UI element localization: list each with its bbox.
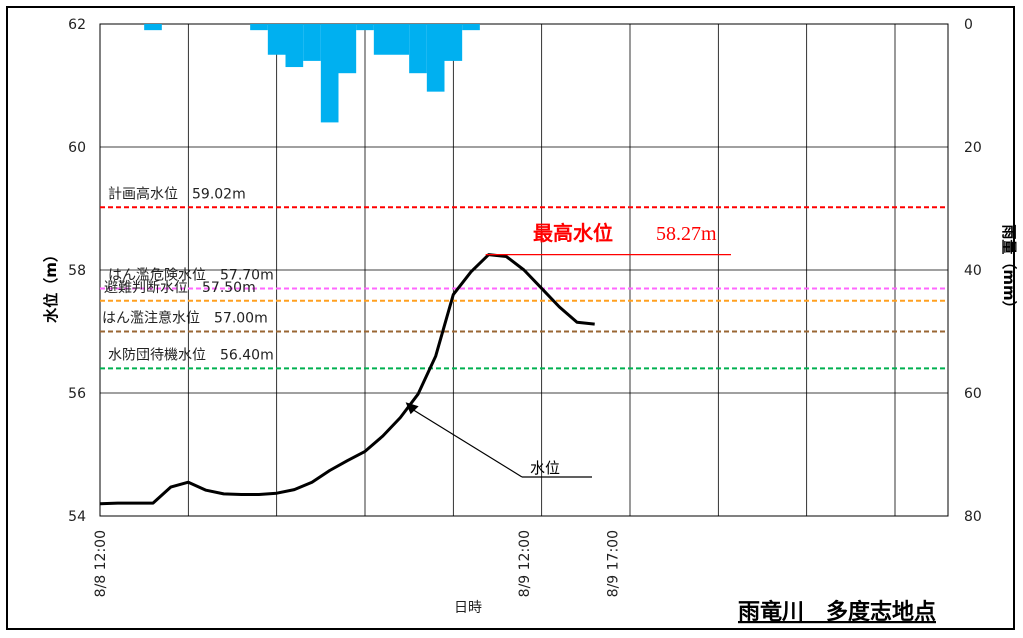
reference-level-value: 56.40m bbox=[220, 347, 274, 363]
rainfall-bar bbox=[303, 24, 321, 61]
water-level-arrow-shaft bbox=[410, 407, 523, 478]
reference-level-lines: 計画高水位 59.02m はん濫危険水位 57.70m 避難判断水位 57.50mはん濫注… bbox=[100, 185, 948, 370]
y-axis-right-title: 雨量（mm） bbox=[1000, 224, 1018, 315]
reference-level-label: 計画高水位 bbox=[108, 185, 178, 202]
y-right-tick-label: 60 bbox=[964, 386, 982, 402]
y-right-tick-label: 80 bbox=[964, 509, 982, 525]
y-left-tick-label: 60 bbox=[68, 140, 86, 156]
x-tick-label: 8/9 12:00 bbox=[517, 530, 533, 597]
x-tick-label: 8/8 12:00 bbox=[93, 530, 109, 597]
rainfall-bars bbox=[144, 24, 480, 123]
y-left-tick-label: 58 bbox=[68, 263, 86, 279]
water-level-line bbox=[99, 253, 595, 506]
y-right-tick-label: 0 bbox=[964, 17, 973, 33]
annotations: 最高水位 58.27m 水位 bbox=[405, 221, 731, 478]
rainfall-bar bbox=[409, 24, 427, 74]
axis-ticks: 54 56 58 60 62 0 20 40 60 80 8/8 12:00 8/9 12:00 8/9… bbox=[68, 17, 982, 597]
y-left-tick-label: 54 bbox=[68, 509, 86, 525]
reference-level-value: 57.00m bbox=[214, 311, 268, 327]
y-right-tick-label: 40 bbox=[964, 263, 982, 279]
rainfall-bar bbox=[285, 24, 304, 68]
rainfall-bar bbox=[462, 24, 480, 31]
rainfall-bar bbox=[426, 24, 445, 92]
rainfall-bar bbox=[373, 24, 392, 55]
water-level-annotation: 水位 bbox=[530, 459, 560, 477]
reference-level-value: 57.50m bbox=[202, 280, 256, 296]
y-left-tick-label: 56 bbox=[68, 386, 86, 402]
rainfall-bar bbox=[338, 24, 357, 74]
peak-value: 58.27m bbox=[656, 223, 717, 245]
x-axis-title: 日時 bbox=[454, 600, 482, 616]
y-right-tick-label: 20 bbox=[964, 140, 982, 156]
rainfall-bar bbox=[144, 24, 162, 31]
y-left-tick-label: 62 bbox=[68, 17, 86, 33]
x-tick-label: 8/9 17:00 bbox=[605, 530, 621, 597]
rainfall-bar bbox=[391, 24, 410, 55]
reference-level-label: はん濫注意水位 bbox=[102, 310, 200, 327]
reference-level-label: はん濫危険水位 bbox=[108, 267, 206, 283]
rainfall-bar bbox=[250, 24, 268, 31]
reference-level-label: 水防団待機水位 bbox=[108, 347, 206, 363]
chart-frame bbox=[6, 6, 1015, 630]
chart-title: 雨竜川 多度志地点 bbox=[738, 599, 936, 625]
rainfall-bar bbox=[267, 24, 286, 55]
rainfall-bar bbox=[320, 24, 339, 123]
reference-level-label: 避難判断水位 bbox=[104, 280, 188, 296]
rainfall-bar bbox=[356, 24, 374, 31]
water-level-arrowhead bbox=[405, 402, 419, 415]
y-axis-left-title: 水位（m） bbox=[42, 247, 60, 323]
water-level-series bbox=[99, 253, 595, 506]
peak-label: 最高水位 bbox=[533, 221, 613, 245]
rainfall-bar bbox=[444, 24, 463, 61]
reference-level-value: 59.02m bbox=[192, 186, 246, 202]
reference-level-value: 57.70m bbox=[220, 267, 274, 283]
